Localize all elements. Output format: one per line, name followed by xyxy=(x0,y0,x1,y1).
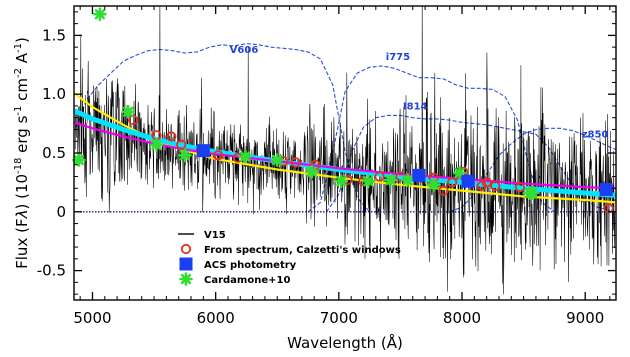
spectrum-point xyxy=(438,185,449,196)
photometry-points xyxy=(72,7,614,214)
spectrum-point xyxy=(481,177,492,188)
spectrum-point xyxy=(176,139,187,150)
cardamone-point xyxy=(238,149,253,164)
cardamone-point xyxy=(93,7,107,22)
y-tick-label: 1.5 xyxy=(42,26,66,44)
y-tick-label: -0.5 xyxy=(37,262,66,280)
filter-label-z850: z850 xyxy=(582,130,609,141)
cardamone-point xyxy=(178,148,192,163)
x-tick-label: 9000 xyxy=(566,309,604,327)
fit-curve-1 xyxy=(74,91,616,204)
acs-point xyxy=(461,174,475,188)
cardamone-point xyxy=(149,137,164,152)
spectrum-point xyxy=(166,131,177,142)
legend-circle-marker xyxy=(180,243,192,255)
cardamone-point xyxy=(72,153,86,167)
x-tick-label: 6000 xyxy=(197,309,235,327)
spectrum-point xyxy=(128,114,139,126)
legend-label: Cardamone+10 xyxy=(204,275,290,286)
filter-label-v606: V606 xyxy=(230,45,259,56)
cardamone-point xyxy=(121,105,135,119)
legend-item-spectrum: From spectrum, Calzetti's windows xyxy=(180,243,401,256)
spectrum-point xyxy=(514,182,526,193)
x-tick-label: 7000 xyxy=(320,309,358,327)
legend-item-v15: V15 xyxy=(178,230,226,241)
cardamone-point xyxy=(525,186,540,200)
filter-curve-v606 xyxy=(75,43,371,213)
cardamone-point xyxy=(304,165,319,179)
filter-curve-i775 xyxy=(307,65,555,213)
axes: 5000 6000 7000 8000 9000 1.5 1.0 0.5 0 -0.5 xyxy=(37,6,616,327)
filter-labels: V606 i775 I814 z850 xyxy=(230,45,609,141)
legend-label: ACS photometry xyxy=(204,260,297,271)
legend-item-cardamone: Cardamone+10 xyxy=(179,272,290,286)
spectrum-line xyxy=(74,6,616,295)
cardamone-point xyxy=(426,177,441,192)
legend-label: V15 xyxy=(204,230,226,241)
legend-star-marker xyxy=(179,272,193,286)
observed-spectrum xyxy=(74,6,616,295)
spectrum-point xyxy=(490,180,501,192)
acs-point xyxy=(412,168,426,182)
legend-label: From spectrum, Calzetti's windows xyxy=(204,245,401,256)
cardamone-point xyxy=(361,174,376,189)
acs-point xyxy=(196,144,210,158)
y-tick-label: 0 xyxy=(56,203,66,221)
spectrum-point xyxy=(603,203,614,214)
legend-square-marker xyxy=(179,257,193,271)
y-tick-label: 1.0 xyxy=(42,85,66,103)
legend: V15 From spectrum, Calzetti's windows ACS … xyxy=(178,230,401,286)
spectrum-point xyxy=(374,171,385,182)
x-tick-label: 8000 xyxy=(443,309,481,327)
cardamone-point xyxy=(334,174,349,189)
acs-point xyxy=(599,182,613,196)
y-axis-title: Flux (Fλ) (10-18 erg s-1 cm-2 A-1) xyxy=(13,37,31,269)
x-tick-label: 5000 xyxy=(73,309,111,327)
cardamone-point xyxy=(270,153,285,167)
spectrum-point xyxy=(290,157,301,168)
filter-label-i775: i775 xyxy=(386,52,410,63)
cardamone-point xyxy=(401,173,415,187)
y-tick-label: 0.5 xyxy=(42,144,66,162)
filter-label-i814: I814 xyxy=(403,101,428,112)
spectrum-point xyxy=(213,150,224,161)
cardamone-point xyxy=(383,173,398,187)
x-axis-title: Wavelength (Å) xyxy=(287,333,403,352)
spectrum-point xyxy=(447,177,458,188)
legend-item-acs: ACS photometry xyxy=(179,257,297,271)
